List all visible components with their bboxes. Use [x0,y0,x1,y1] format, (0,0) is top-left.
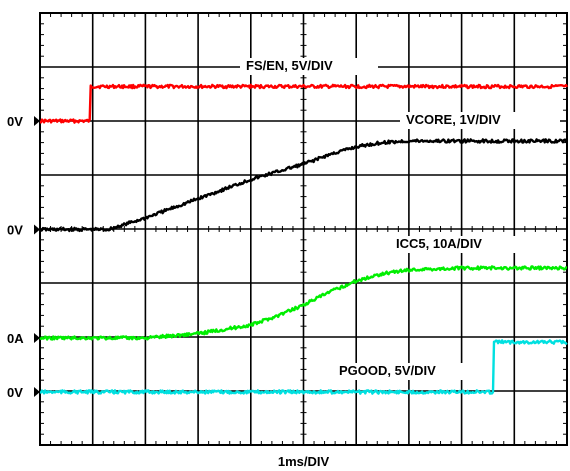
zero-marker-arrow [34,224,40,235]
zero-marker-arrow [34,116,40,126]
label-layer: FS/EN, 5V/DIV VCORE, 1V/DIV ICC5, 10A/DIV P… [7,58,560,469]
trace-layer [38,83,569,395]
trace-label-bg [333,363,473,380]
trace-3 [39,265,568,341]
trace-label-2: VCORE, 1V/DIV [406,112,501,127]
trace-label-bg [390,236,528,253]
trace-label-1: FS/EN, 5V/DIV [246,58,333,73]
zero-marker-label: 0V [7,114,23,129]
zero-marker-arrow [34,333,40,343]
trace-label-bg [240,58,378,75]
trace-1 [39,83,569,124]
trace-label-4: PGOOD, 5V/DIV [339,363,436,378]
zero-marker-label: 0V [7,223,23,238]
zero-marker-label: 0V [7,385,23,400]
zero-marker-arrow [34,387,40,397]
graticule [39,12,568,446]
trace-label-3: ICC5, 10A/DIV [396,236,482,251]
trace-2 [38,138,569,233]
zero-marker-label: 0A [7,331,24,346]
x-axis-label: 1ms/DIV [278,454,330,469]
trace-label-bg [400,112,560,129]
trace-4 [39,339,568,395]
